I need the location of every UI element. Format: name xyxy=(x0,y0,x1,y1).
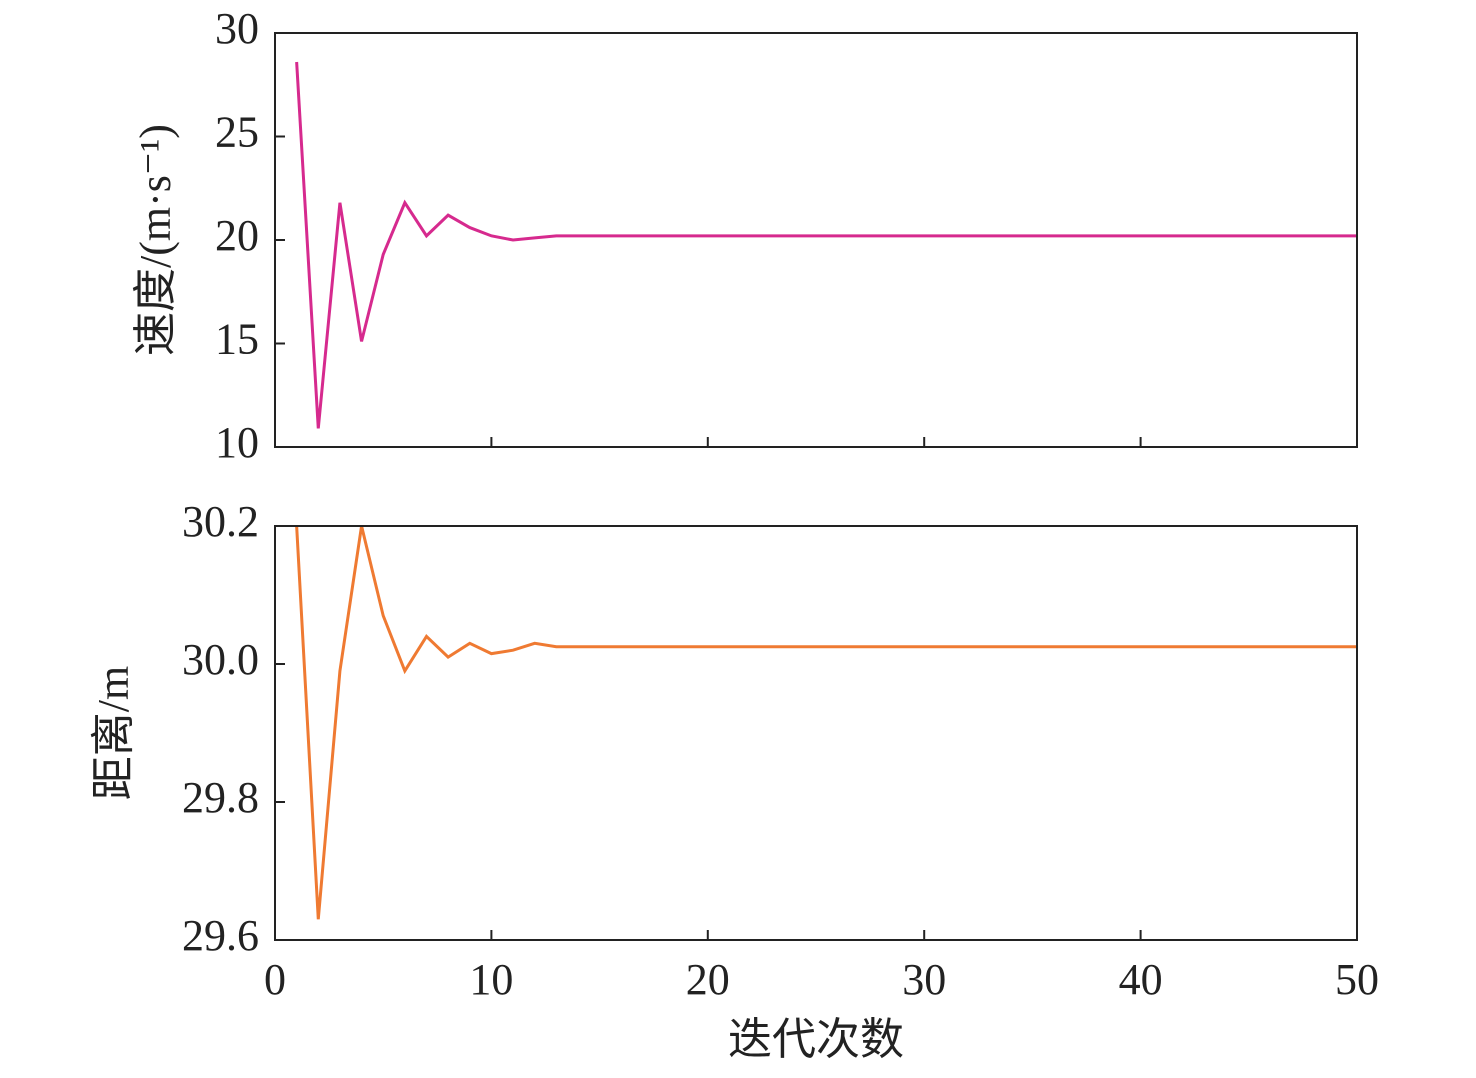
x-tick-label: 30 xyxy=(902,955,946,1004)
y-tick-label: 29.6 xyxy=(182,911,259,960)
x-tick-label: 10 xyxy=(469,955,513,1004)
y-tick-label: 29.8 xyxy=(182,773,259,822)
y-axis-label: 距离/m xyxy=(89,666,138,800)
data-line xyxy=(295,525,1357,920)
y-tick-label: 30 xyxy=(215,4,259,53)
y-axis-label: 速度/(m·s⁻¹) xyxy=(131,124,180,356)
y-tick-label: 30.2 xyxy=(182,497,259,546)
y-tick-label: 15 xyxy=(215,315,259,364)
y-tick-label: 25 xyxy=(215,108,259,157)
y-tick-label: 10 xyxy=(215,418,259,467)
plot-frame xyxy=(274,32,1358,448)
data-line xyxy=(295,61,1357,429)
x-tick-label: 50 xyxy=(1335,955,1379,1004)
x-tick-label: 20 xyxy=(686,955,730,1004)
x-tick-label: 40 xyxy=(1119,955,1163,1004)
plot-frame xyxy=(274,525,1358,941)
x-tick-label: 0 xyxy=(264,955,286,1004)
y-tick-label: 30.0 xyxy=(182,635,259,684)
y-tick-label: 20 xyxy=(215,211,259,260)
x-axis-label: 迭代次数 xyxy=(728,1015,904,1064)
